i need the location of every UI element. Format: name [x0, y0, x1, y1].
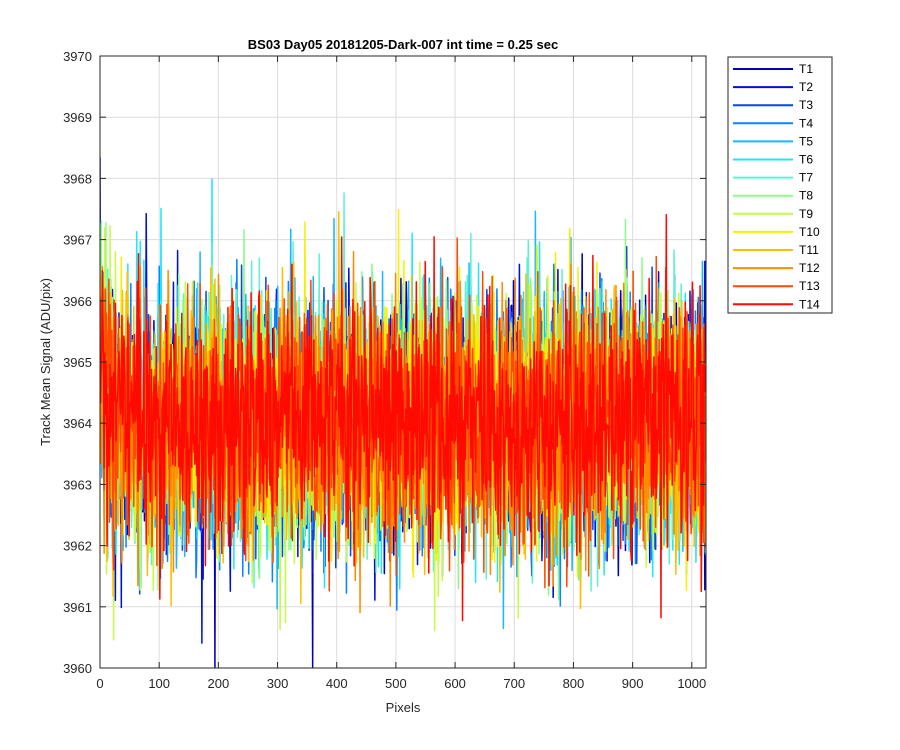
x-tick-label: 500	[385, 676, 407, 691]
y-tick-label: 3960	[63, 661, 92, 676]
y-tick-label: 3964	[63, 416, 92, 431]
y-tick-label: 3969	[63, 110, 92, 125]
ticks	[99, 55, 706, 669]
legend-label-t5: T5	[799, 134, 813, 148]
x-tick-label: 100	[148, 676, 170, 691]
y-tick-label: 3966	[63, 294, 92, 309]
tick-labels: 0 100 200 300 400 500 600 700 800 900 1000 3960 3961…	[63, 49, 706, 691]
y-tick-label: 3961	[63, 600, 92, 615]
y-tick-label: 3970	[63, 49, 92, 64]
x-tick-label: 1000	[677, 676, 706, 691]
y-tick-label: 3962	[63, 539, 92, 554]
legend-label-t1: T1	[799, 62, 813, 76]
x-tick-label: 300	[267, 676, 289, 691]
series-line-t14	[100, 213, 706, 622]
legend-label-t11: T11	[799, 243, 819, 257]
y-tick-label: 3965	[63, 355, 92, 370]
x-tick-label: 700	[503, 676, 525, 691]
y-tick-label: 3968	[63, 171, 92, 186]
legend-label-t8: T8	[799, 189, 813, 203]
x-tick-label: 200	[208, 676, 230, 691]
legend-label-t9: T9	[799, 207, 813, 221]
legend-label-t10: T10	[799, 225, 820, 239]
x-tick-label: 400	[326, 676, 348, 691]
legend-box	[727, 56, 833, 314]
chart-title: BS03 Day05 20181205-Dark-007 int time = …	[248, 37, 558, 52]
x-tick-label: 900	[622, 676, 644, 691]
legend-label-t3: T3	[799, 98, 813, 112]
legend-label-t4: T4	[799, 116, 813, 130]
legend-label-t2: T2	[799, 80, 813, 94]
legend-label-t13: T13	[799, 279, 820, 293]
y-tick-label: 3967	[63, 233, 92, 248]
legend-label-t12: T12	[799, 261, 820, 275]
y-tick-label: 3963	[63, 477, 92, 492]
x-tick-label: 0	[96, 676, 103, 691]
legend-label-t7: T7	[799, 171, 813, 185]
x-tick-label: 800	[563, 676, 585, 691]
legend[interactable]: T1 T2 T3 T4 T5 T6 T7 T8 T9 T10 T11 T12 T13 T14	[727, 56, 833, 314]
legend-label-t6: T6	[799, 153, 813, 167]
legend-label-t14: T14	[799, 297, 820, 311]
series-layer	[100, 157, 706, 668]
x-axis-label: Pixels	[386, 700, 421, 715]
y-axis-label: Track Mean Signal (ADU/pix)	[38, 278, 53, 446]
x-tick-label: 600	[444, 676, 466, 691]
